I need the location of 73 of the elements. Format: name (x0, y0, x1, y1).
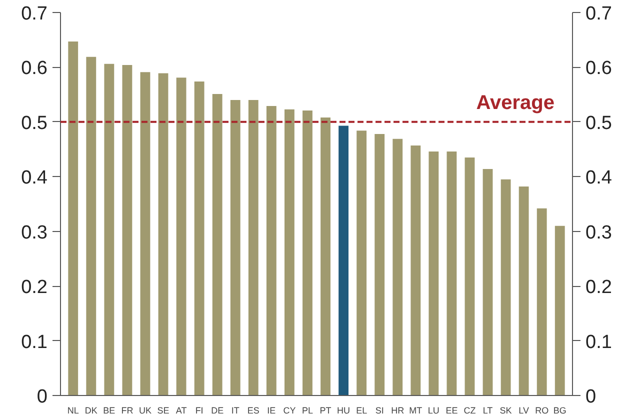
y-tick-label: 0.1 (21, 332, 48, 353)
bar (284, 109, 294, 396)
ref-line-label: Average (476, 92, 554, 114)
bar (374, 134, 385, 396)
y-tick-label: 0.6 (21, 58, 48, 80)
x-tick-label: MT (409, 406, 423, 416)
bar (338, 126, 348, 396)
bar (320, 118, 330, 396)
x-tick-label: FR (121, 406, 134, 416)
y-tick-label: 0.2 (21, 277, 48, 298)
bar (428, 151, 439, 396)
y2-tick-label: 0.6 (586, 58, 612, 80)
x-tick-label: IT (231, 406, 240, 416)
x-tick-label: AT (176, 406, 188, 416)
y2-tick-label: 0.4 (586, 168, 612, 189)
bar (122, 65, 132, 396)
x-tick-label: BE (103, 406, 116, 416)
y2-tick-label: 0.2 (586, 277, 612, 298)
y-tick-label: 0 (36, 386, 48, 408)
bar (212, 94, 222, 396)
x-tick-label: FI (195, 406, 204, 416)
x-tick-label: DE (211, 406, 224, 416)
bar (266, 106, 276, 396)
bar (176, 78, 186, 396)
bar (158, 73, 168, 396)
x-tick-label: LT (482, 406, 494, 416)
bar (446, 151, 457, 396)
bar (302, 110, 312, 396)
bar (140, 72, 150, 396)
x-tick-label: LV (518, 406, 529, 416)
bar (86, 56, 96, 396)
bar (68, 42, 78, 396)
bar (482, 168, 493, 396)
x-tick-label: EL (356, 406, 368, 416)
x-tick-label: IE (267, 406, 276, 416)
y-tick-label: 0.5 (21, 112, 48, 134)
bar (554, 226, 565, 396)
x-tick-label: CY (283, 406, 296, 416)
x-tick-label: SI (375, 406, 384, 416)
x-tick-label: LU (428, 406, 440, 416)
x-tick-label: ES (247, 406, 260, 416)
x-tick-label: PT (320, 406, 332, 416)
x-tick-label: DK (84, 406, 98, 416)
x-tick-label: CZ (464, 406, 476, 416)
x-tick-label: SE (157, 406, 170, 416)
bar (536, 208, 547, 396)
x-tick-label: EE (446, 406, 458, 416)
x-tick-label: RO (535, 406, 549, 416)
x-tick-label: HU (337, 406, 350, 416)
y2-tick-label: 0 (586, 386, 596, 408)
x-tick-label: HR (391, 406, 405, 416)
y-tick-label: 0.7 (21, 4, 48, 24)
bar (248, 100, 258, 396)
bar (392, 138, 403, 396)
bar (194, 81, 204, 396)
bar (464, 157, 475, 396)
bar (356, 130, 367, 396)
y2-tick-label: 0.5 (586, 112, 612, 134)
y-tick-label: 0.4 (21, 168, 48, 189)
x-tick-label: BG (553, 406, 566, 416)
bar (500, 179, 511, 396)
bar (230, 100, 240, 396)
x-tick-label: SK (500, 406, 512, 416)
bar (518, 186, 529, 396)
bar (104, 64, 114, 396)
bar (410, 145, 421, 396)
x-tick-label: PL (302, 406, 313, 416)
y2-tick-label: 0.1 (586, 332, 612, 353)
y2-tick-label: 0.3 (586, 222, 612, 244)
y2-tick-label: 0.7 (586, 4, 612, 24)
x-tick-label: NL (67, 406, 79, 416)
x-tick-label: UK (138, 406, 152, 416)
y-tick-label: 0.3 (21, 222, 48, 244)
